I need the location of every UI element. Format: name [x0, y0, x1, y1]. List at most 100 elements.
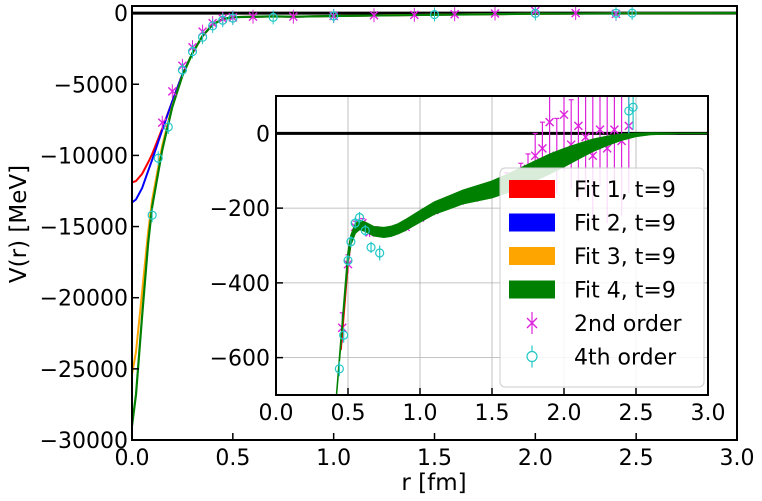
inset-2nd-order-point — [595, 125, 605, 135]
inset-4th-order-point — [375, 248, 385, 258]
main-2nd-order-point — [248, 12, 258, 22]
main-2nd-order-point-stroke — [450, 9, 460, 19]
main-y-tick-label: −15000 — [40, 216, 128, 241]
inset-2nd-order-point — [573, 121, 583, 131]
main-x-tick-label: 1.5 — [417, 446, 452, 471]
main-4th-order-point — [187, 46, 198, 57]
inset-x-tick-label: 1.0 — [403, 401, 438, 426]
main-2nd-order-point-stroke — [167, 86, 177, 96]
main-2nd-order-point — [571, 8, 581, 18]
legend-swatch-4 — [509, 280, 555, 299]
main-4th-order-point — [429, 9, 440, 20]
legend-swatch-2 — [509, 213, 555, 232]
inset-2nd-order-point — [559, 110, 569, 120]
main-2nd-order-point — [490, 9, 500, 19]
inset-2nd-order-point — [609, 125, 619, 135]
main-y-tick-label: −20000 — [40, 287, 128, 312]
inset-4th-order-point — [334, 364, 344, 374]
main-plot-area — [132, 6, 737, 426]
inset-ticks: 0.0 0.5 1.0 1.5 2.0 2.5 3.0 0 −200 −400 −600 — [210, 122, 726, 426]
main-4th-order-point — [147, 210, 157, 220]
legend-label-1: Fit 1, t=9 — [574, 178, 676, 203]
legend-swatch-3 — [509, 247, 555, 265]
main-panel: 0.0 0.5 1.0 1.5 2.0 2.5 3.0 0 −5000 −10000 −15000 −… — [6, 2, 755, 496]
main-4th-order-point — [163, 122, 173, 132]
inset-y-tick-label: −400 — [210, 272, 270, 297]
main-y-tick-label: −10000 — [40, 144, 128, 169]
main-4th-order-point — [228, 13, 238, 23]
main-x-tick-label: 2.0 — [518, 446, 553, 471]
x-axis-label: r [fm] — [401, 470, 466, 496]
inset-4th-order-point — [366, 242, 376, 252]
main-x-tick-label: 2.5 — [619, 446, 654, 471]
main-2nd-order-point — [409, 10, 419, 20]
inset-4th-order-point — [343, 255, 353, 266]
inset-4th-order-point — [360, 225, 370, 236]
inset-x-tick-label: 0.5 — [331, 401, 366, 426]
main-4th-order-point — [627, 8, 637, 18]
inset-2nd-order-point-stroke — [530, 151, 540, 161]
main-4th-order-point — [530, 8, 540, 18]
main-y-tick-label: −5000 — [54, 73, 128, 98]
main-x-tick-label: 0.5 — [215, 446, 250, 471]
main-y-tick-label: −30000 — [40, 429, 128, 454]
main-ticks: 0.0 0.5 1.0 1.5 2.0 2.5 3.0 0 −5000 −10000 −15000 −… — [40, 2, 755, 471]
main-4th-order-point — [611, 8, 621, 18]
inset-2nd-order-point-stroke — [545, 117, 555, 127]
inset-y-tick-label: −200 — [210, 197, 270, 222]
inset-2nd-order-point — [581, 132, 591, 142]
main-4th-order-point — [329, 11, 339, 21]
main-y-tick-label: 0 — [114, 2, 128, 27]
main-4th-order-point — [153, 153, 163, 163]
legend-label-4: Fit 4, t=9 — [574, 279, 676, 304]
inset-x-tick-label: 2.5 — [619, 401, 654, 426]
main-2nd-order-point-stroke — [409, 10, 419, 20]
main-2nd-order-point — [450, 9, 460, 19]
main-4th-order-point — [177, 65, 188, 75]
legend-label-3: Fit 3, t=9 — [574, 245, 676, 270]
legend-label-5: 2nd order — [574, 312, 683, 337]
inset-4th-order-point — [339, 330, 349, 340]
main-2nd-order-point — [167, 86, 177, 96]
main-4th-order-point — [197, 32, 208, 42]
legend-4th-order-marker — [526, 350, 538, 363]
main-2nd-order-point — [369, 10, 379, 20]
legend-label-2: Fit 2, t=9 — [574, 212, 676, 237]
inset-x-tick-label: 0.0 — [259, 401, 294, 426]
main-2nd-order-point-stroke — [369, 10, 379, 20]
inset-4th-order-point — [346, 237, 356, 247]
inset-2nd-order-point-stroke — [588, 151, 598, 161]
inset-2nd-order-point-stroke — [559, 110, 569, 120]
inset-4th-order-point — [628, 102, 638, 112]
legend-2nd-order-marker-stroke — [526, 317, 538, 329]
inset-2nd-order-point-stroke — [595, 125, 605, 135]
inset-2nd-order-point — [537, 143, 547, 153]
inset-x-tick-label: 2.0 — [547, 401, 582, 426]
main-x-tick-label: 1.0 — [316, 446, 351, 471]
inset-2nd-order-point-stroke — [573, 121, 583, 131]
main-4th-order-point — [208, 21, 218, 31]
main-4th-order-point — [218, 15, 228, 25]
inset-x-tick-label: 1.5 — [475, 401, 510, 426]
inset-2nd-order-point-stroke — [581, 132, 591, 142]
inset-2nd-order-point-stroke — [609, 125, 619, 135]
main-2nd-order-point-stroke — [248, 12, 258, 22]
inset-y-tick-label: 0 — [256, 122, 270, 147]
y-axis-label: V(r) [MeV] — [6, 165, 32, 283]
inset-panel: 0.0 0.5 1.0 1.5 2.0 2.5 3.0 0 −200 −400 −600 Fit 1… — [210, 95, 726, 426]
inset-x-tick-label: 3.0 — [691, 401, 726, 426]
main-2nd-order-point-stroke — [490, 9, 500, 19]
inset-2nd-order-point-stroke — [537, 143, 547, 153]
main-x-tick-label: 3.0 — [720, 446, 755, 471]
legend-label-6: 4th order — [574, 346, 677, 371]
main-2nd-order-point-stroke — [288, 12, 298, 22]
main-2nd-order-point — [288, 12, 298, 22]
legend: Fit 1, t=9 Fit 2, t=9 Fit 3, t=9 Fit 4, t=9… — [499, 167, 705, 388]
main-4th-order-point — [268, 12, 278, 22]
main-x-tick-label: 0.0 — [115, 446, 150, 471]
inset-4th-order-point — [354, 212, 365, 223]
main-y-tick-label: −25000 — [40, 358, 128, 383]
main-2nd-order-point-stroke — [571, 8, 581, 18]
legend-swatch-1 — [509, 180, 555, 198]
inset-2nd-order-point-stroke — [602, 143, 612, 153]
